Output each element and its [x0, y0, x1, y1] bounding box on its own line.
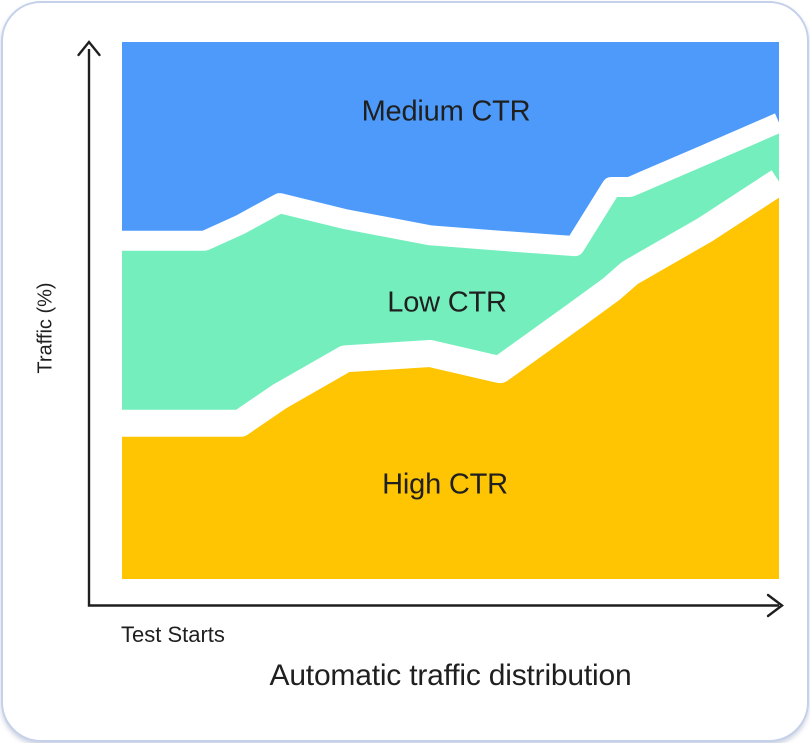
- x-axis-arrowhead-icon: [766, 593, 784, 618]
- band-separator-medium-low: [122, 113, 783, 257]
- y-axis-label: Traffic (%): [34, 282, 57, 374]
- x-origin-label: Test Starts: [121, 622, 225, 647]
- area-high-ctr: [122, 181, 779, 579]
- medium-ctr-area-label: Medium CTR: [361, 95, 531, 128]
- y-axis-arrowhead-icon: [77, 40, 101, 57]
- axis-lines: [87, 49, 779, 607]
- high-ctr-area-label: High CTR: [382, 468, 508, 501]
- low-ctr-area-label: Low CTR: [387, 286, 507, 319]
- chart-title: Automatic traffic distribution: [269, 659, 632, 692]
- band-separator-low-high: [122, 170, 787, 437]
